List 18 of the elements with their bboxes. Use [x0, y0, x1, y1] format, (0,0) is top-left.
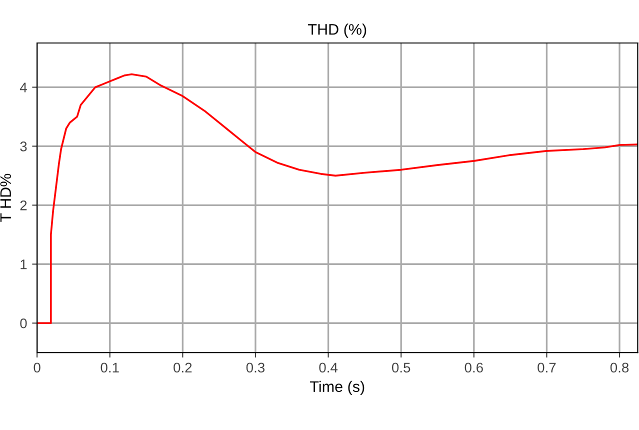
x-axis-title: Time (s) — [310, 380, 364, 396]
y-tick-label: 1 — [20, 260, 27, 270]
x-tick-label: 0.5 — [392, 362, 410, 373]
x-tick-label: 0.8 — [610, 362, 629, 373]
y-tick-label: 4 — [20, 82, 27, 92]
x-tick-label: 0.7 — [538, 362, 556, 373]
y-axis-title: T HD% — [0, 174, 11, 222]
x-tick-label: 0.3 — [246, 362, 265, 373]
chart-title: THD (%) — [308, 24, 366, 38]
y-tick-label: 2 — [20, 200, 27, 210]
x-tick-label: 0.6 — [464, 362, 483, 373]
x-tick-label: 0.1 — [100, 362, 119, 373]
x-tick-label: 0 — [34, 362, 40, 373]
y-tick-label: 3 — [20, 142, 27, 152]
line-series — [37, 73, 638, 324]
y-tick-label: 0 — [20, 318, 27, 328]
x-tick-label: 0.2 — [174, 362, 192, 373]
x-tick-label: 0.4 — [319, 362, 338, 373]
